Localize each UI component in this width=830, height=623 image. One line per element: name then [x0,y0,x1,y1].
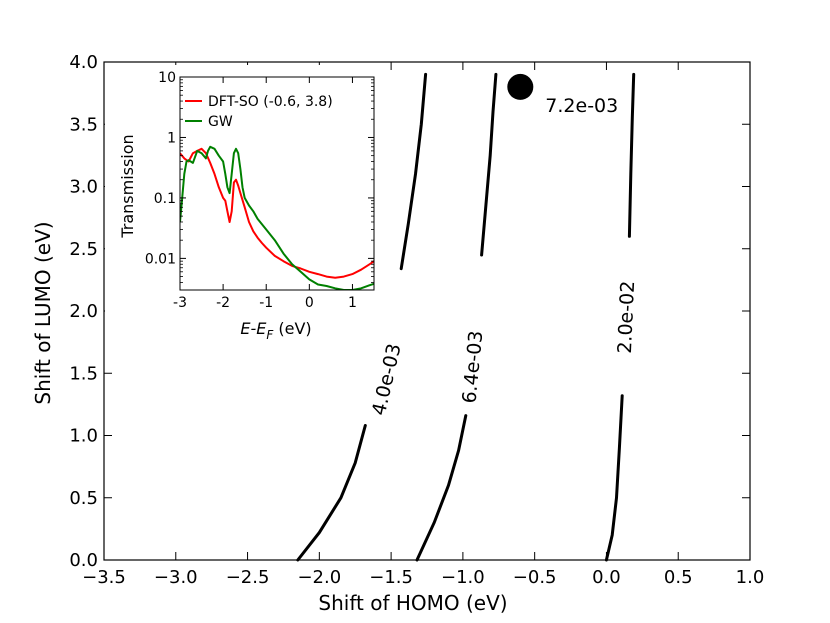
contour-lines [296,72,636,562]
main-y-tick-label: 1.5 [69,363,98,384]
contour-label: 6.4e-03 [458,330,487,405]
contour-line [604,394,624,562]
contour-line [415,414,468,562]
inset-x-tick-label: 0 [305,295,314,311]
main-x-tick-label: −2.0 [297,567,341,588]
main-x-tick-label: −3.0 [154,567,198,588]
marker-point [507,73,534,100]
inset-x-tick-label: -1 [259,295,273,311]
legend-label: DFT-SO (-0.6, 3.8) [208,94,333,110]
contour-label: 2.0e-02 [614,280,639,354]
inset-y-axis-label: Transmission [118,134,137,238]
main-y-tick-label: 3.0 [69,177,98,198]
inset-plot-frame [179,76,375,291]
inset-x-tick-label: -2 [216,295,230,311]
inset-y-tick-label: 0.1 [154,191,176,207]
inset-x-tick-label: -3 [173,295,187,311]
contour-label: 4.0e-03 [368,341,406,417]
main-x-tick-label: −3.5 [82,567,126,588]
main-x-axis-label: Shift of HOMO (eV) [318,591,507,615]
main-y-tick-label: 0.5 [69,488,98,509]
inset-y-tick-label: 1 [167,130,176,146]
main-x-tick-label: −0.5 [513,567,557,588]
inset-x-tick-label: 1 [348,295,357,311]
main-x-tick-label: 0.0 [592,567,621,588]
inset-y-tick-label: 10 [158,70,176,86]
main-axis-ticks: −3.5 −3.0 −2.5 −2.0 −1.5 −1.0 −0.5 0.0 0.5 1.0 0.0… [69,52,764,588]
contour-line [399,72,428,271]
main-y-tick-label: 2.0 [69,301,98,322]
marker-label: 7.2e-03 [545,95,618,117]
inset-x-axis-label: E-EF (eV) [240,319,311,342]
inset-y-tick-label: 0.01 [145,251,176,267]
legend-label: GW [208,114,233,130]
main-x-tick-label: −1.0 [441,567,485,588]
contour-line [627,72,636,238]
main-y-axis-label: Shift of LUMO (eV) [31,221,55,404]
main-y-tick-label: 4.0 [69,52,98,73]
contour-labels: 4.0e-03 6.4e-03 2.0e-02 [368,280,639,417]
inset-legend: DFT-SO (-0.6, 3.8) GW [185,94,333,130]
main-y-tick-label: 2.5 [69,239,98,260]
main-x-tick-label: 1.0 [736,567,765,588]
main-x-tick-label: −2.5 [226,567,270,588]
main-chart: −3.5 −3.0 −2.5 −2.0 −1.5 −1.0 −0.5 0.0 0.5 1.0 0.0… [31,52,764,615]
contour-line [480,72,498,257]
main-x-tick-label: 0.5 [664,567,693,588]
main-y-tick-label: 0.0 [69,550,98,571]
inset-axis-ticks: -3 -2 -1 0 1 0.01 0.1 1 10 [145,70,374,311]
main-x-tick-label: −1.5 [369,567,413,588]
inset-series-line [180,145,374,290]
main-y-tick-label: 3.5 [69,114,98,135]
inset-series-lines [180,145,374,290]
main-y-tick-label: 1.0 [69,426,98,447]
contour-line [296,424,367,562]
marker-group: 7.2e-03 [507,73,618,117]
